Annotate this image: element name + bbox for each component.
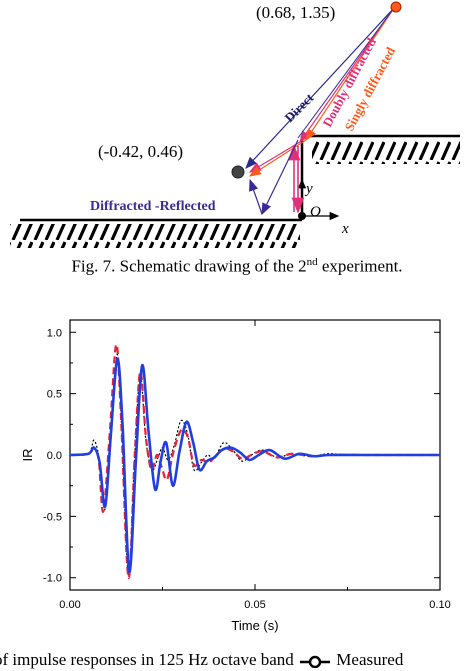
series-line (69, 343, 440, 579)
y-tick-label: 1.0 (47, 327, 62, 339)
x-axis-label: Time (s) (231, 618, 278, 633)
legend-measured: Measured (336, 650, 404, 669)
source-coordinate-label: (0.68, 1.35) (256, 3, 335, 22)
figure-7-caption: Fig. 7. Schematic drawing of the 2nd exp… (71, 256, 403, 276)
x-axis-letter: x (341, 221, 349, 237)
measured-legend-symbol (300, 655, 331, 669)
upper-ground (300, 134, 460, 220)
ray-paths (245, 7, 395, 216)
y-tick-label: 0.5 (47, 389, 62, 401)
lower-ground (10, 218, 302, 248)
diffracted-reflected-label: Diffracted -Reflected (90, 199, 216, 214)
receiver-coordinate-label: (-0.42, 0.46) (98, 142, 183, 161)
plot-series (69, 343, 440, 579)
series-line (69, 357, 440, 573)
y-axis-letter: y (304, 181, 313, 197)
origin-letter: O (310, 204, 321, 220)
x-tick-label: 0.05 (244, 599, 265, 611)
x-tick-label: 0.00 (59, 599, 80, 611)
axis-ticks: 0.00 0.05 0.10 1.0 0.5 0.0 -0.5 -1.0 (43, 320, 451, 611)
direct-ray (245, 7, 395, 169)
schematic-diagram: (0.68, 1.35) (-0.42, 0.46) Direct Doubly… (10, 1, 460, 248)
figure-8-caption-text: of impulse responses in 125 Hz octave ba… (0, 650, 294, 669)
figure-8-caption: of impulse responses in 125 Hz octave ba… (0, 650, 474, 670)
y-axis-label: IR (20, 449, 35, 462)
y-tick-label: 0.0 (47, 450, 62, 462)
source-point (390, 1, 402, 13)
x-tick-label: 0.10 (429, 599, 450, 611)
receiver-point (231, 165, 245, 179)
y-tick-label: -0.5 (43, 511, 62, 523)
y-tick-label: -1.0 (43, 573, 62, 585)
